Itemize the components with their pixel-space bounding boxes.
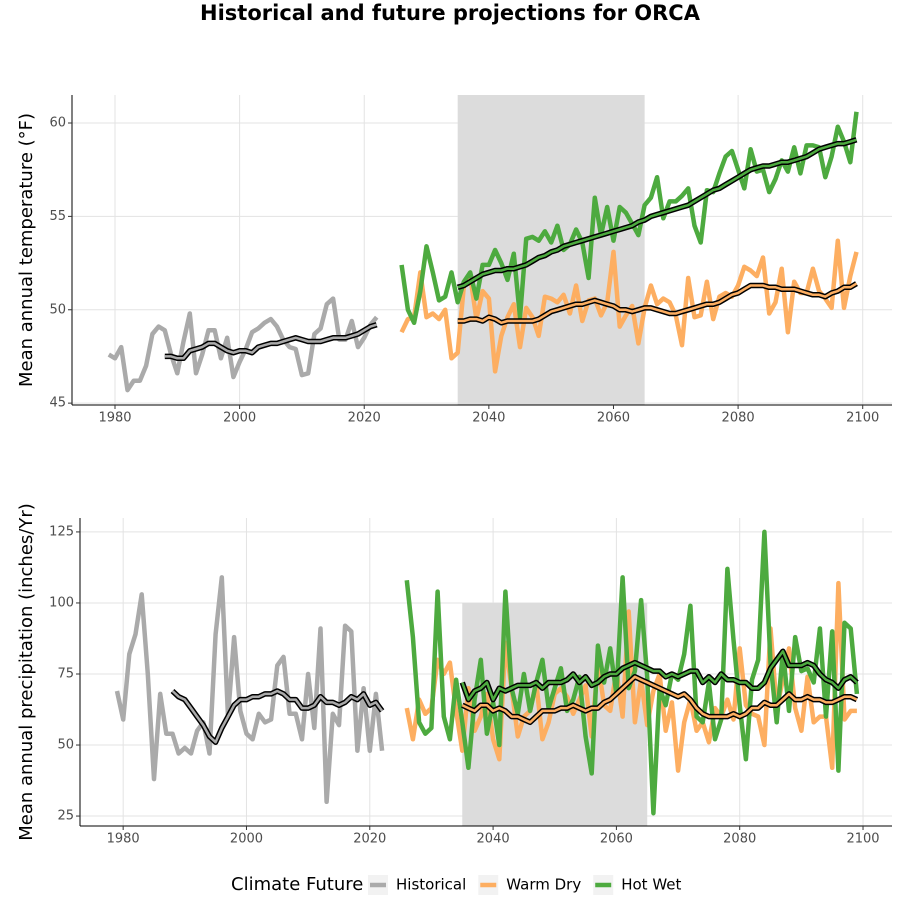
x-tick-label: 2080	[723, 832, 756, 847]
legend-title: Climate Future	[231, 874, 363, 895]
x-tick-label: 1980	[98, 411, 131, 426]
y-tick-label: 50	[57, 738, 74, 753]
x-tick-label: 2080	[722, 411, 755, 426]
y-axis-title: Mean annual temperature (°F)	[16, 113, 37, 387]
chart-title: Historical and future projections for OR…	[200, 1, 701, 25]
legend-label: Hot Wet	[621, 876, 681, 894]
smooth-line	[461, 650, 858, 701]
smooth-line	[164, 323, 378, 360]
y-tick-label: 75	[57, 666, 74, 681]
x-tick-label: 2040	[477, 832, 510, 847]
x-tick-label: 2000	[230, 832, 263, 847]
legend-label: Warm Dry	[506, 876, 581, 894]
x-tick-label: 2040	[472, 411, 505, 426]
y-tick-label: 60	[49, 116, 66, 131]
y-tick-label: 50	[49, 302, 66, 317]
y-tick-label: 55	[49, 209, 66, 224]
series-line	[107, 296, 379, 393]
y-axis-title: Mean annual precipitation (inches/Yr)	[16, 503, 37, 841]
y-tick-label: 100	[49, 595, 74, 610]
x-tick-label: 2020	[348, 411, 381, 426]
x-tick-label: 2060	[597, 411, 630, 426]
y-tick-label: 125	[49, 524, 74, 539]
smooth-line	[171, 689, 384, 744]
x-tick-label: 2020	[353, 832, 386, 847]
x-tick-label: 1980	[107, 832, 140, 847]
x-tick-label: 2100	[846, 411, 879, 426]
smooth-line	[457, 138, 857, 289]
legend-label: Historical	[396, 876, 466, 894]
x-tick-label: 2060	[600, 832, 633, 847]
y-tick-label: 25	[57, 809, 74, 824]
x-tick-label: 2000	[223, 411, 256, 426]
smooth-line	[461, 675, 858, 724]
x-tick-label: 2100	[846, 832, 879, 847]
series-line	[114, 575, 385, 805]
y-tick-label: 45	[49, 396, 66, 411]
smooth-line	[457, 282, 858, 325]
